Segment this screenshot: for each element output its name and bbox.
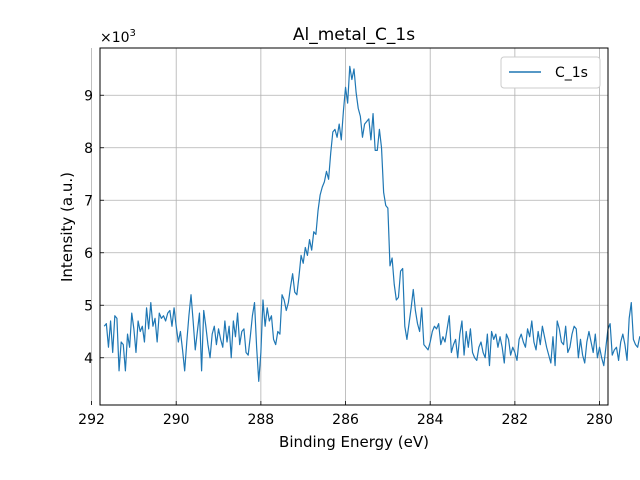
y-tick-label: 4 — [84, 351, 93, 367]
x-tick-label: 282 — [501, 412, 528, 428]
y-multiplier-exponent: 3 — [130, 28, 136, 39]
x-tick-label: 284 — [417, 412, 444, 428]
legend: C_1s — [500, 56, 601, 89]
series-line-c-1s — [103, 65, 640, 382]
y-tick-label: 5 — [84, 298, 93, 314]
y-tick-label: 9 — [84, 88, 93, 104]
plot-frame — [99, 47, 609, 406]
chart-title: Al_metal_C_1s — [293, 25, 415, 45]
x-axis-label: Binding Energy (eV) — [279, 433, 429, 451]
y-multiplier-base: ×10 — [100, 30, 130, 46]
grid — [91, 48, 608, 405]
x-tick-label: 288 — [247, 412, 274, 428]
y-axis-label: Intensity (a.u.) — [58, 172, 76, 282]
legend-label-c-1s: C_1s — [555, 65, 588, 81]
y-tick-label: 8 — [84, 141, 93, 157]
x-tick-label: 292 — [78, 412, 105, 428]
y-tick-label: 6 — [84, 246, 93, 262]
y-multiplier-label: ×103 — [100, 28, 136, 46]
x-tick-label: 290 — [163, 412, 190, 428]
legend-box — [500, 56, 601, 89]
series-layer — [103, 65, 640, 382]
ticks: 292 290 288 286 284 282 280 4 5 6 7 8 9 — [78, 88, 613, 428]
x-tick-label: 286 — [332, 412, 359, 428]
x-tick-label: 280 — [586, 412, 613, 428]
y-tick-label: 7 — [84, 193, 93, 209]
